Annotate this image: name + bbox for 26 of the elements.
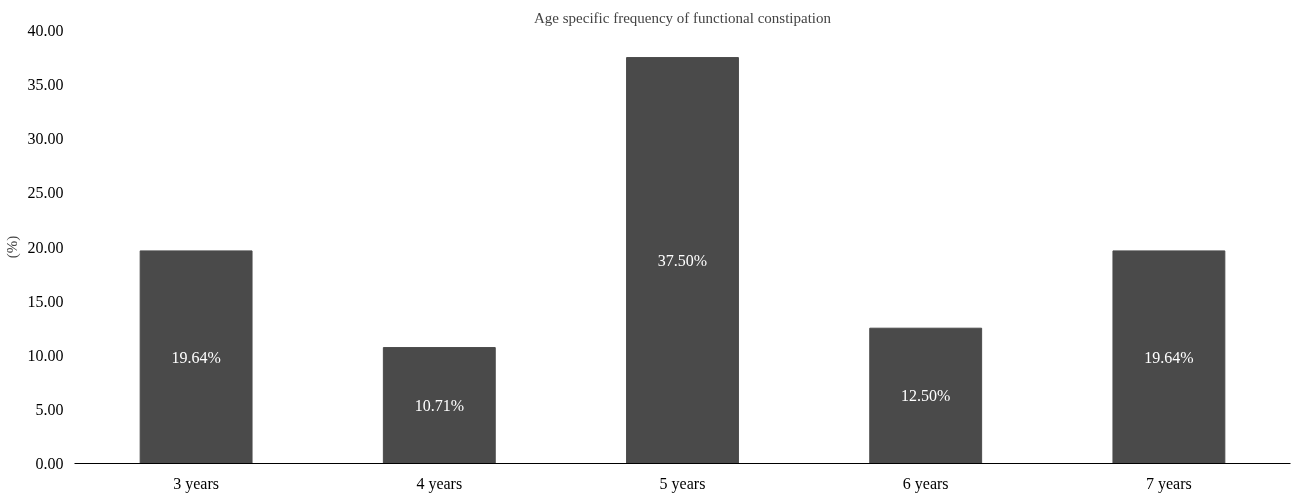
y-tick-label: 10.00 <box>27 346 64 364</box>
y-tick-label: 5.00 <box>35 400 64 418</box>
bar <box>869 327 983 464</box>
y-tick-label: 35.00 <box>27 76 64 94</box>
bar <box>1112 250 1226 464</box>
y-tick-label: 20.00 <box>27 238 64 256</box>
bar <box>626 57 739 464</box>
x-tick-label: 4 years <box>416 474 463 493</box>
chart-title: Age specific frequency of functional constipation <box>534 9 832 26</box>
data-label: 10.71% <box>414 397 464 415</box>
data-label: 12.50% <box>901 387 951 405</box>
x-tick-label: 3 years <box>173 474 219 493</box>
y-axis-title: (%) <box>3 235 21 259</box>
x-tick-label: 5 years <box>659 474 706 493</box>
y-tick-label: 25.00 <box>27 184 64 202</box>
data-label: 19.64% <box>171 348 221 366</box>
y-tick-label: 30.00 <box>27 130 64 148</box>
x-tick-label: 6 years <box>902 474 949 493</box>
y-tick-label: 0.00 <box>35 455 64 472</box>
x-tick-label: 7 years <box>1146 474 1192 493</box>
bar <box>139 250 253 464</box>
data-label: 37.50% <box>657 252 708 270</box>
bar <box>382 347 496 464</box>
y-tick-label: 40.00 <box>27 22 64 39</box>
data-label: 19.64% <box>1144 348 1194 366</box>
y-tick-label: 15.00 <box>27 292 64 310</box>
